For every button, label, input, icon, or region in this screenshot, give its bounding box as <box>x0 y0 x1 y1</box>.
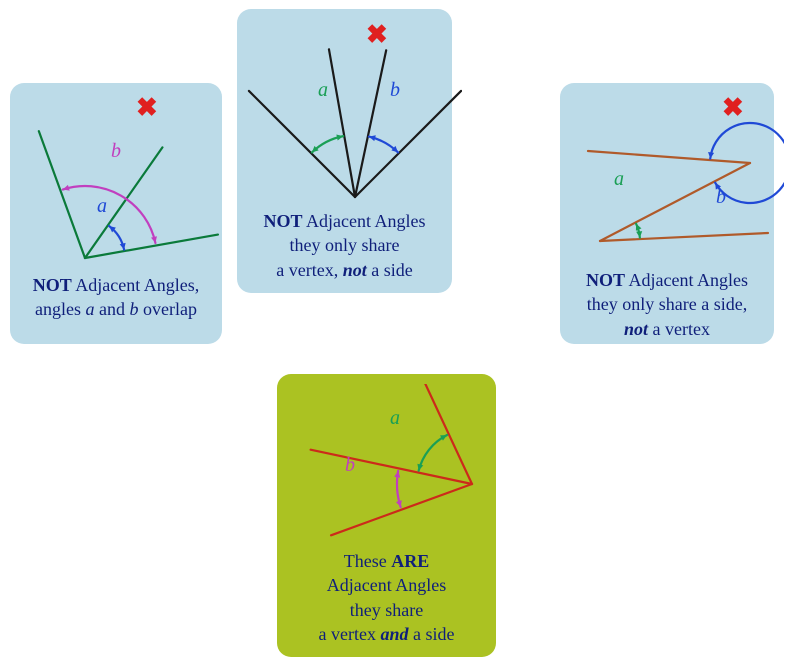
label-2-b: b <box>390 79 400 102</box>
label-2-a: a <box>318 79 328 102</box>
caption-adjacent: These AREAdjacent Anglesthey sharea vert… <box>287 549 486 646</box>
label-1-a: a <box>97 195 107 218</box>
diagram-side-only <box>570 93 784 268</box>
label-1-b: b <box>111 140 121 163</box>
panel-adjacent: These AREAdjacent Anglesthey sharea vert… <box>277 374 496 657</box>
panel-vertex-only: NOT Adjacent Anglesthey only sharea vert… <box>237 9 452 293</box>
x-mark-3: ✖ <box>722 92 744 123</box>
panel-overlap: NOT Adjacent Angles,angles a and b overl… <box>10 83 222 344</box>
caption-vertex-only: NOT Adjacent Anglesthey only sharea vert… <box>247 209 442 282</box>
x-mark-2: ✖ <box>366 19 388 50</box>
x-mark-1: ✖ <box>136 92 158 123</box>
label-4-a: a <box>390 407 400 430</box>
diagram-vertex-only <box>247 19 462 209</box>
label-3-b: b <box>716 186 726 209</box>
label-4-b: b <box>345 454 355 477</box>
diagram-overlap <box>20 93 232 273</box>
caption-overlap: NOT Adjacent Angles,angles a and b overl… <box>20 273 212 322</box>
label-3-a: a <box>614 168 624 191</box>
caption-side-only: NOT Adjacent Anglesthey only share a sid… <box>570 268 764 341</box>
